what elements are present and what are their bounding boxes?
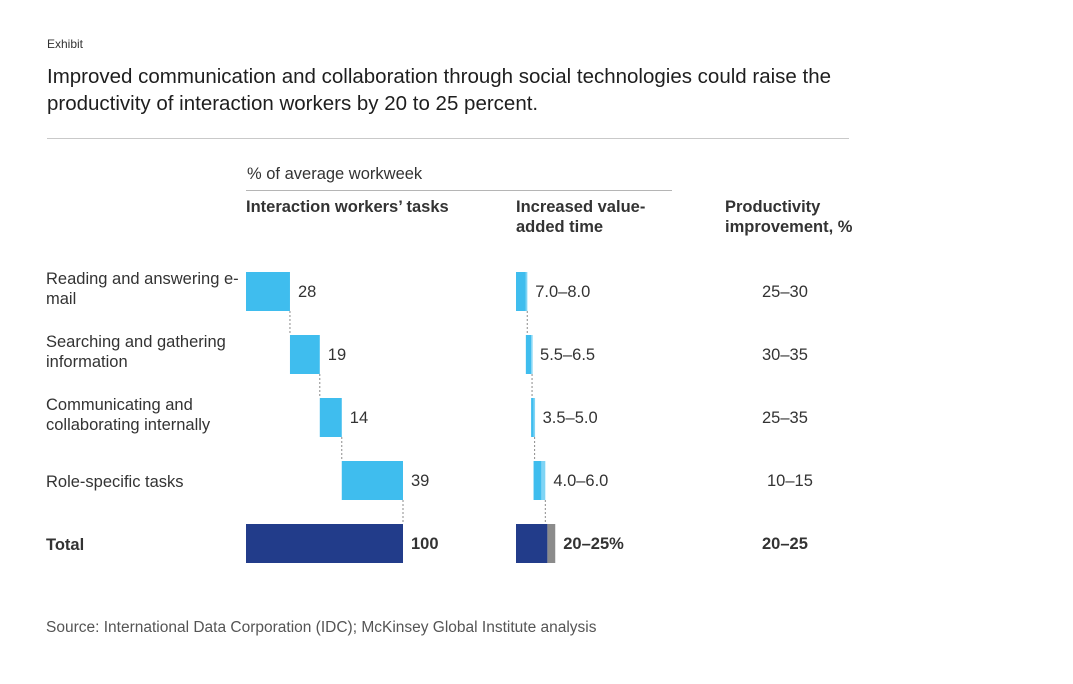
productivity-value-email: 25–30 — [762, 283, 808, 301]
value-added-bar-low-3 — [533, 461, 542, 500]
value-added-bar-low-1 — [525, 335, 532, 374]
column-header-productivity: Productivity improvement, % — [725, 198, 853, 236]
title-divider — [47, 138, 849, 139]
waterfall-bar-2 — [319, 398, 342, 437]
waterfall-bar-1 — [289, 335, 320, 374]
value-added-label-communicating: 3.5–5.0 — [542, 409, 598, 427]
value-added-bar-low-0 — [516, 272, 526, 311]
productivity-value-total: 20–25 — [762, 535, 808, 553]
unit-divider — [246, 190, 672, 191]
unit-label: % of average workweek — [247, 165, 423, 183]
value-added-bar-range-1 — [531, 335, 533, 374]
row-label-total: Total — [46, 536, 85, 554]
value-added-label-searching: 5.5–6.5 — [540, 346, 596, 364]
exhibit-label: Exhibit — [47, 37, 84, 51]
value-added-bar-range-0 — [525, 272, 528, 311]
value-added-label-email: 7.0–8.0 — [535, 283, 591, 301]
value-added-bar-range-4 — [547, 524, 556, 563]
productivity-value-role-specific: 10–15 — [767, 472, 813, 490]
row-label-searching: Searching and gathering information — [46, 333, 226, 371]
value-added-bar-range-3 — [541, 461, 546, 500]
productivity-value-communicating: 25–35 — [762, 409, 808, 427]
chart-title: Improved communication and collaboration… — [47, 65, 832, 115]
productivity-value-searching: 30–35 — [762, 346, 808, 364]
task-value-label-email: 28 — [297, 283, 317, 301]
value-added-bar-low-4 — [516, 524, 548, 563]
waterfall-bar-0 — [246, 272, 290, 311]
task-value-label-total: 100 — [411, 535, 439, 553]
task-value-label-communicating: 14 — [349, 409, 369, 427]
value-added-label-role-specific: 4.0–6.0 — [553, 472, 609, 490]
task-value-label-searching: 19 — [327, 346, 347, 364]
task-value-label-role-specific: 39 — [411, 472, 430, 490]
value-added-bar-low-2 — [531, 398, 534, 437]
waterfall-bar-4 — [246, 524, 403, 563]
column-header-tasks: Interaction workers’ tasks — [246, 198, 449, 216]
waterfall-bar-3 — [341, 461, 403, 500]
row-label-role-specific: Role-specific tasks — [46, 473, 184, 491]
source-note: Source: International Data Corporation (… — [46, 619, 597, 636]
column-header-value-added: Increased value-added time — [516, 198, 646, 236]
value-added-label-total: 20–25% — [563, 535, 624, 553]
value-added-bar-range-2 — [533, 398, 536, 437]
row-label-email: Reading and answering e-mail — [46, 270, 239, 308]
row-label-communicating: Communicating and collaborating internal… — [46, 396, 211, 434]
